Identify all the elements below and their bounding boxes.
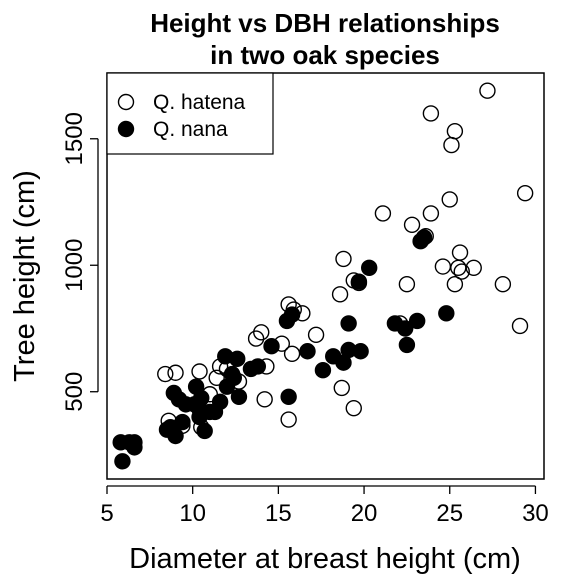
- y-tick-label: 500: [61, 372, 88, 412]
- hatena-point: [191, 363, 208, 380]
- nana-point: [398, 336, 416, 354]
- x-tick-label: 25: [436, 500, 463, 527]
- hatena-point: [465, 259, 482, 276]
- nana-point: [126, 439, 143, 456]
- x-tick-label: 20: [351, 500, 378, 527]
- nana-point: [280, 388, 297, 405]
- y-tick-label: 1500: [61, 112, 88, 165]
- hatena-point: [333, 379, 350, 397]
- hatena-point: [167, 364, 184, 381]
- nana-point: [249, 358, 267, 375]
- y-tick-label: 1000: [61, 239, 88, 292]
- hatena-point: [253, 324, 270, 341]
- hatena-point: [446, 276, 464, 293]
- hatena-point: [422, 205, 440, 222]
- x-tick-label: 15: [265, 500, 292, 527]
- hatena-point: [434, 258, 452, 275]
- hatena-point: [280, 411, 297, 428]
- hatena-point: [451, 244, 469, 261]
- hatena-point: [345, 399, 362, 417]
- nana-point: [167, 427, 184, 445]
- x-tick-label: 10: [179, 500, 206, 527]
- hatena-point: [374, 205, 392, 222]
- y-axis-label: Tree height (cm): [9, 170, 41, 382]
- hatena-point: [441, 191, 458, 208]
- hatena-point: [516, 184, 534, 202]
- hatena-point: [511, 317, 529, 335]
- hatena-point: [403, 216, 421, 233]
- hatena-point: [208, 369, 225, 387]
- chart-title-line-2: in two oak species: [210, 40, 440, 70]
- nana-point: [314, 362, 332, 379]
- nana-point: [193, 389, 210, 407]
- nana-point: [196, 422, 213, 440]
- hatena-point: [256, 391, 273, 408]
- nana-point: [340, 315, 357, 332]
- nana-point: [299, 343, 316, 360]
- hatena-point: [453, 263, 470, 280]
- hatena-point: [450, 259, 467, 276]
- x-tick-label: 5: [100, 500, 113, 527]
- nana-point: [263, 337, 280, 355]
- chart-title-line-1: Height vs DBH relationships: [150, 8, 500, 38]
- nana-point: [396, 320, 414, 337]
- legend: Q. hatena Q. nana: [106, 72, 274, 155]
- legend-label-nana: Q. nana: [153, 118, 228, 141]
- hatena-point: [443, 136, 460, 154]
- nana-point: [114, 453, 131, 470]
- hatena-point: [422, 105, 440, 122]
- nana-point: [229, 350, 246, 368]
- hatena-point: [479, 82, 496, 99]
- nana-point: [408, 312, 426, 330]
- data-points: [112, 82, 534, 470]
- nana-point: [225, 369, 243, 387]
- hatena-point: [307, 326, 325, 344]
- y-axis: 500 1000 1500: [61, 112, 99, 412]
- hatena-point: [247, 330, 265, 347]
- nana-point: [283, 306, 301, 323]
- legend-box: [106, 72, 274, 155]
- nana-point: [211, 393, 229, 411]
- nana-point: [361, 259, 378, 276]
- nana-point: [350, 273, 368, 290]
- hatena-point: [157, 365, 174, 383]
- hatena-point: [446, 122, 464, 140]
- x-axis-label: Diameter at breast height (cm): [129, 543, 521, 575]
- hatena-point: [398, 276, 416, 293]
- nana-point: [174, 413, 191, 431]
- nana-point: [415, 229, 433, 246]
- legend-marker-hatena: [117, 93, 135, 111]
- legend-marker-nana: [117, 120, 135, 138]
- hatena-point: [283, 345, 301, 362]
- nana-point: [438, 305, 455, 322]
- hatena-point: [335, 250, 352, 268]
- hatena-point: [331, 286, 349, 303]
- plot-frame: [106, 72, 545, 480]
- nana-point: [352, 343, 369, 360]
- nana-point: [230, 388, 248, 405]
- hatena-point: [494, 276, 512, 293]
- x-tick-label: 30: [522, 500, 549, 527]
- legend-label-hatena: Q. hatena: [153, 91, 246, 114]
- x-axis: 5 10 15 20 25 30: [100, 485, 549, 527]
